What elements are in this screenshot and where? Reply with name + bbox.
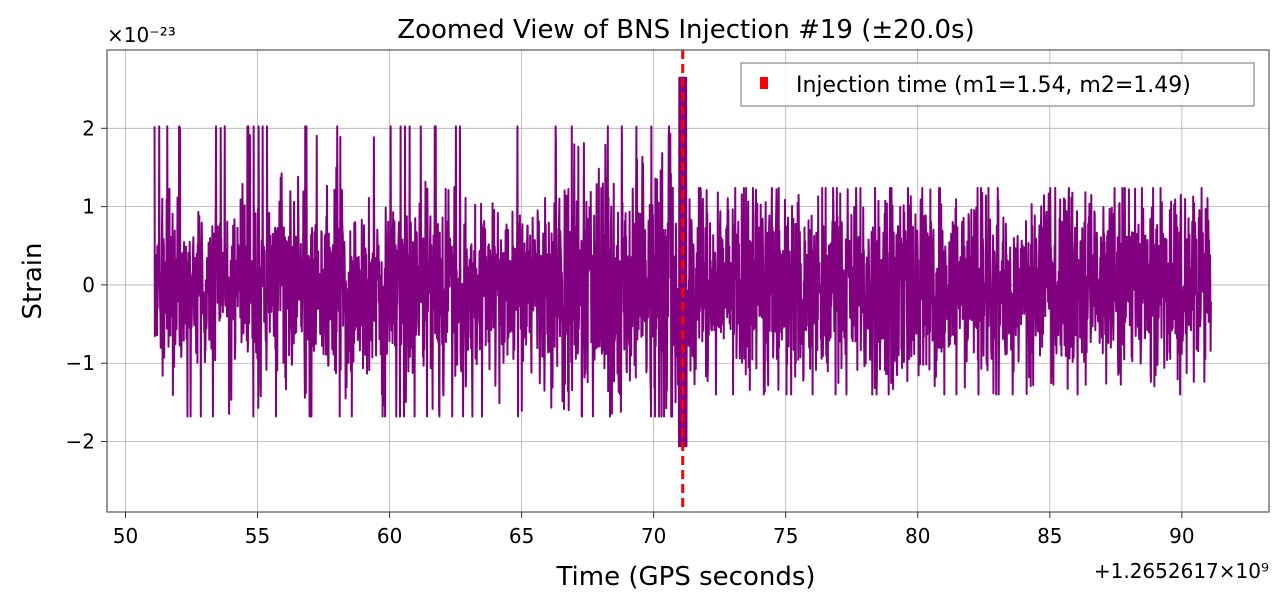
- legend-box: [740, 62, 1255, 107]
- y-tick-label: 1: [82, 195, 95, 219]
- x-tick-label: 80: [905, 524, 930, 548]
- y-tick-label: −1: [66, 351, 95, 375]
- x-tick-label: 85: [1037, 524, 1062, 548]
- y-tick-label: 2: [82, 116, 95, 140]
- y-tick-label: 0: [82, 273, 95, 297]
- plot-frame: [106, 49, 1270, 513]
- y-scale-label: ×10⁻²³: [107, 23, 176, 47]
- y-axis-ticks: −2 −1 0 1 2: [66, 116, 107, 454]
- x-tick-label: 60: [377, 524, 402, 548]
- x-tick-label: 75: [773, 524, 798, 548]
- x-tick-label: 65: [509, 524, 534, 548]
- legend-swatch: [760, 77, 768, 89]
- x-tick-label: 90: [1169, 524, 1194, 548]
- x-tick-label: 55: [245, 524, 270, 548]
- x-axis-ticks: 50 55 60 65 70 75 80 85 90: [113, 512, 1195, 548]
- x-tick-label: 50: [113, 524, 138, 548]
- chart-title: Zoomed View of BNS Injection #19 (±20.0s…: [397, 15, 974, 45]
- legend-label: Injection time (m1=1.54, m2=1.49): [796, 73, 1191, 98]
- x-tick-label: 70: [641, 524, 666, 548]
- legend: Injection time (m1=1.54, m2=1.49): [740, 62, 1255, 107]
- y-tick-label: −2: [66, 430, 95, 454]
- y-axis-label: Strain: [18, 242, 48, 319]
- x-offset-label: +1.2652617×10⁹: [1094, 559, 1269, 583]
- x-axis-label: Time (GPS seconds): [555, 562, 815, 592]
